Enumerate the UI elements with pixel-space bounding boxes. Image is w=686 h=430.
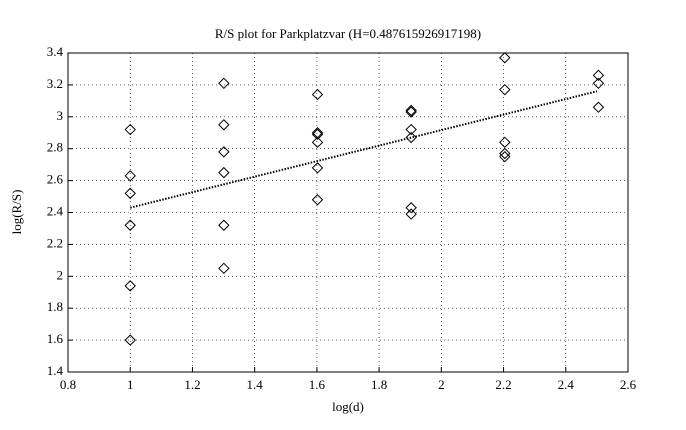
y-tick-label: 2.2	[47, 235, 63, 250]
data-point	[499, 136, 511, 149]
x-tick-label: 2	[438, 377, 445, 392]
y-tick-label: 3.4	[47, 44, 64, 59]
x-tick-label: 1.2	[184, 377, 200, 392]
data-point	[405, 202, 417, 214]
data-point	[124, 123, 136, 136]
x-tick-label: 1.6	[309, 377, 326, 392]
data-point	[311, 194, 324, 206]
data-point	[218, 119, 230, 131]
x-tick-label: 1.8	[371, 377, 387, 392]
data-point	[405, 123, 417, 136]
data-point	[124, 280, 136, 292]
data-point	[405, 106, 417, 118]
data-point	[218, 166, 230, 179]
x-tick-label: 2.6	[620, 377, 637, 392]
data-point	[218, 146, 230, 158]
data-point	[218, 77, 230, 90]
data-point	[311, 128, 324, 141]
x-tick-label: 2.2	[495, 377, 511, 392]
data-point	[499, 150, 511, 163]
x-tick-label: 2.4	[558, 377, 575, 392]
x-tick-label: 1.4	[247, 377, 264, 392]
data-point	[124, 334, 136, 346]
fit-line	[129, 90, 598, 209]
y-tick-label: 2.6	[47, 172, 64, 187]
y-tick-label: 2	[57, 267, 64, 282]
data-point	[311, 136, 324, 149]
data-point	[592, 101, 605, 113]
y-tick-label: 3.2	[47, 76, 63, 91]
data-point	[124, 219, 136, 231]
data-point	[405, 104, 417, 117]
data-point	[124, 170, 136, 182]
y-tick-label: 2.8	[47, 140, 63, 155]
y-tick-label: 1.4	[47, 363, 64, 378]
y-tick-label: 3	[57, 108, 64, 123]
data-point	[218, 262, 230, 275]
x-tick-label: 1	[127, 377, 134, 392]
data-point	[592, 69, 605, 82]
y-axis-label: log(R/S)	[9, 190, 24, 235]
data-point	[311, 88, 324, 101]
y-tick-label: 1.6	[47, 331, 64, 346]
data-point	[499, 83, 511, 96]
data-point	[592, 77, 605, 90]
data-point	[311, 162, 324, 174]
plot-frame	[67, 52, 629, 373]
data-point	[499, 52, 511, 64]
y-tick-label: 2.4	[47, 203, 64, 218]
data-point	[405, 131, 417, 144]
y-tick-label: 1.8	[47, 299, 63, 314]
data-point	[499, 147, 511, 160]
data-point	[124, 187, 136, 200]
x-tick-label: 0.8	[60, 377, 76, 392]
chart-title: R/S plot for Parkplatzvar (H=0.487615926…	[215, 26, 481, 41]
x-axis-label: log(d)	[332, 399, 364, 414]
data-point	[218, 219, 230, 231]
data-point	[405, 208, 417, 220]
